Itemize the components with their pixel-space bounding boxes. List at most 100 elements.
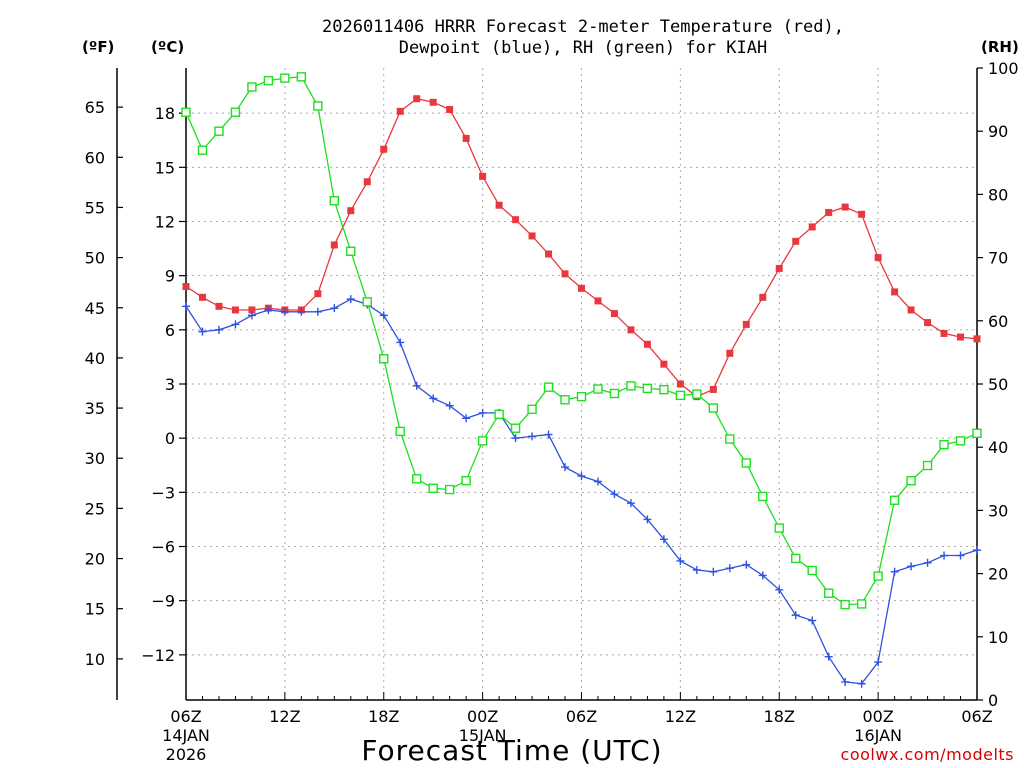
time-tick-label: 12Z [269, 707, 300, 726]
rh-point [626, 381, 636, 391]
rh-point [659, 384, 669, 395]
temperature-point [709, 385, 717, 393]
temperature-point [545, 250, 553, 258]
celsius-tick-label: 15 [155, 158, 175, 177]
rh-point [214, 126, 224, 136]
time-tick-label: 18Z [368, 707, 399, 726]
celsius-tick-label: 9 [165, 267, 175, 286]
rh-point [263, 75, 274, 86]
temperature-point [413, 95, 421, 103]
rh-point [428, 483, 438, 493]
dewpoint-point [346, 295, 355, 304]
rh-point [972, 428, 982, 438]
temperature-point [429, 98, 437, 106]
date-label: 15JAN [459, 726, 507, 745]
date-label: 16JAN [854, 726, 902, 745]
time-tick-label: 00Z [862, 707, 893, 726]
rh-point [313, 101, 323, 111]
fahrenheit-tick-label: 25 [85, 499, 105, 518]
temperature-point [858, 210, 866, 218]
rh-point [955, 436, 966, 446]
rh-series [181, 72, 982, 610]
dewpoint-point [973, 546, 981, 555]
rh-tick-label: 40 [988, 438, 1008, 457]
rh-point [725, 434, 735, 444]
celsius-unit-label: (ºC) [151, 38, 184, 56]
temperature-point [561, 270, 569, 278]
dewpoint-point [758, 571, 767, 580]
rh-point [560, 395, 570, 405]
dewpoint-point [841, 677, 850, 686]
rh-tick-label: 10 [988, 628, 1008, 647]
temperature-point [973, 335, 981, 343]
rh-tick-label: 100 [988, 59, 1019, 78]
temperature-point [446, 106, 454, 114]
rh-point [741, 458, 751, 468]
rh-point [906, 475, 916, 486]
axes [116, 67, 983, 701]
rh-point [494, 409, 504, 420]
time-tick-label: 00Z [467, 707, 498, 726]
rh-point [758, 491, 768, 502]
temperature-point [215, 302, 223, 310]
fahrenheit-tick-label: 10 [85, 650, 105, 669]
temperature-point [742, 320, 750, 328]
celsius-tick-label: 18 [155, 104, 175, 123]
tick-labels: 1815129630−3−6−9−12656055504540353025201… [85, 59, 1019, 764]
celsius-tick-label: 0 [165, 429, 175, 448]
dewpoint-point [313, 307, 322, 316]
rh-point [840, 599, 850, 610]
celsius-tick-label: −12 [141, 646, 175, 665]
rh-point [181, 107, 191, 117]
temperature-point [363, 178, 371, 186]
dewpoint-point [709, 567, 718, 576]
rh-point [247, 82, 257, 92]
temperature-point [792, 237, 800, 245]
rh-tick-label: 70 [988, 249, 1008, 268]
dewpoint-point [462, 414, 471, 423]
celsius-tick-label: 3 [165, 375, 175, 394]
dewpoint-point [379, 311, 388, 320]
data-series [181, 72, 982, 688]
dewpoint-point [544, 430, 553, 439]
title-line-2: Dewpoint (blue), RH (green) for KIAH [399, 38, 767, 58]
dewpoint-point [182, 302, 190, 311]
rh-point [296, 72, 307, 82]
dewpoint-point [626, 499, 635, 508]
dewpoint-point [742, 560, 751, 569]
rh-point [609, 388, 620, 399]
dewpoint-point [429, 394, 438, 403]
dewpoint-point [593, 477, 602, 486]
rh-point [593, 384, 603, 394]
temperature-point [347, 207, 355, 215]
dewpoint-point [890, 567, 899, 576]
rh-point [477, 436, 488, 446]
rh-point [791, 553, 801, 564]
dewpoint-point [857, 679, 866, 688]
temperature-point [940, 329, 948, 337]
date-label: 14JAN [162, 726, 210, 745]
dewpoint-point [659, 535, 668, 544]
rh-point [856, 599, 867, 609]
rh-tick-label: 60 [988, 312, 1008, 331]
fahrenheit-tick-label: 45 [85, 299, 105, 318]
rh-unit-label: (RH) [981, 38, 1019, 56]
temperature-point [907, 306, 915, 314]
temperature-point [462, 134, 470, 142]
rh-point [939, 439, 949, 450]
dewpoint-point [330, 304, 339, 313]
rh-point [774, 523, 784, 533]
rh-point [823, 588, 834, 598]
rh-tick-label: 50 [988, 375, 1008, 394]
year-label: 2026 [166, 745, 207, 764]
celsius-tick-label: 6 [165, 321, 175, 340]
fahrenheit-tick-label: 65 [85, 98, 105, 117]
dewpoint-series [182, 295, 981, 688]
temperature-point [396, 107, 404, 115]
rh-tick-label: 0 [988, 691, 998, 710]
dewpoint-point [824, 652, 833, 661]
dewpoint-point [247, 311, 256, 320]
rh-point [362, 297, 372, 307]
rh-point [230, 107, 241, 117]
celsius-tick-label: 12 [155, 212, 175, 231]
